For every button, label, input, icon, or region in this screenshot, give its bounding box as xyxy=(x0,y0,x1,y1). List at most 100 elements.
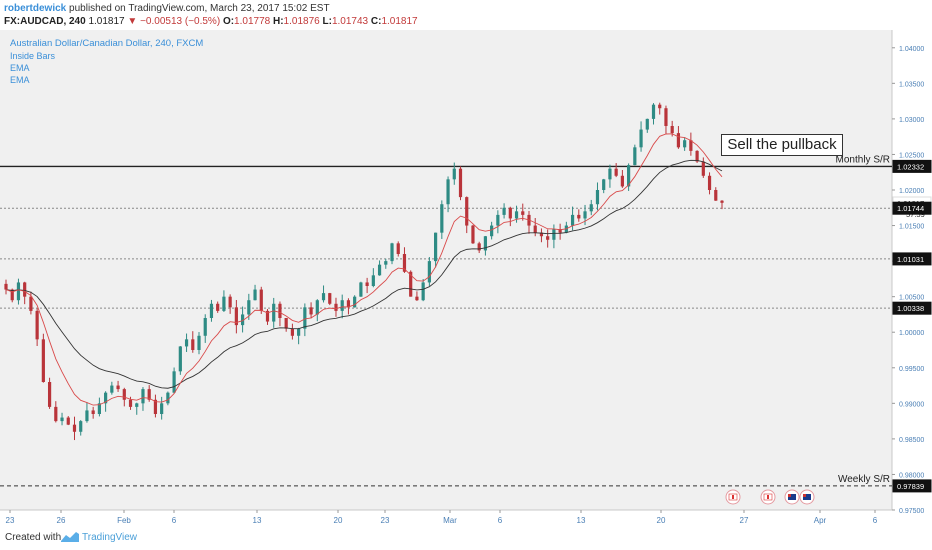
publish-text: published on TradingView.com, March 23, … xyxy=(69,3,330,14)
price-label-weekly: 0.97839 xyxy=(897,482,924,491)
high-label: H: xyxy=(272,16,284,27)
candle-body xyxy=(427,261,431,283)
candle-body xyxy=(620,175,624,187)
y-tick-label: 1.03500 xyxy=(899,81,924,88)
chart-pane xyxy=(0,30,892,510)
candle-body xyxy=(191,339,195,350)
candle-body xyxy=(353,296,357,308)
candle-body xyxy=(446,179,450,205)
legend-title: Australian Dollar/Canadian Dollar, 240, … xyxy=(10,38,204,49)
candle-body xyxy=(552,229,556,240)
candle-body xyxy=(496,214,500,226)
candle-body xyxy=(122,389,126,400)
candle-body xyxy=(639,129,643,148)
x-tick-label: 20 xyxy=(334,516,343,525)
candle-body xyxy=(222,296,226,311)
candle-body xyxy=(458,168,463,198)
candle-body xyxy=(272,303,276,322)
open-value: 1.01778 xyxy=(234,16,271,27)
x-tick-label: 26 xyxy=(57,516,66,525)
price-label-monthly: 1.02332 xyxy=(897,162,924,171)
author-link[interactable]: robertdewick xyxy=(4,3,67,14)
legend-item-ema-slow[interactable]: EMA xyxy=(10,75,30,85)
candle-body xyxy=(683,140,687,148)
x-tick-label: 27 xyxy=(740,516,749,525)
candle-body xyxy=(477,243,481,251)
x-tick-label: 6 xyxy=(498,516,503,525)
change-value: −0.00513 (−0.5%) xyxy=(140,16,221,27)
price-chart[interactable]: 0.97500 0.98000 0.98500 0.99000 0.99500 1.000… xyxy=(0,30,932,528)
candle-body xyxy=(328,293,332,304)
candle-body xyxy=(558,229,562,233)
ema-fast-line xyxy=(5,133,723,406)
candle-body xyxy=(41,339,45,382)
candle-body xyxy=(104,392,108,404)
candle-body xyxy=(415,296,419,301)
candle-body xyxy=(72,424,77,432)
candle-body xyxy=(29,296,33,311)
candle-body xyxy=(309,307,313,315)
x-tick-label: 23 xyxy=(6,516,15,525)
candle-body xyxy=(303,307,307,329)
candle-body xyxy=(714,190,718,201)
event-flag-icon xyxy=(725,489,741,505)
time-axis xyxy=(0,510,892,528)
flag-au-corner xyxy=(788,494,791,497)
candle-body xyxy=(384,261,388,265)
candle-body xyxy=(346,300,351,308)
candle-body xyxy=(23,282,27,297)
candle-body xyxy=(35,310,39,340)
candle-body xyxy=(315,300,319,315)
candle-body xyxy=(66,417,70,425)
low-value: 1.01743 xyxy=(331,16,369,27)
price-label-weekly-bg xyxy=(892,479,932,493)
candle-body xyxy=(247,300,251,315)
candle-body xyxy=(60,417,64,422)
candle-body xyxy=(128,399,133,407)
y-tick-label: 1.04000 xyxy=(899,46,924,53)
candle-body xyxy=(533,225,537,233)
y-tick-label: 0.98000 xyxy=(899,472,924,479)
candle-body xyxy=(664,108,668,126)
candle-body xyxy=(110,385,114,393)
close-value: 1.01817 xyxy=(381,16,418,27)
close-label: C: xyxy=(370,16,382,27)
candle-body xyxy=(4,283,8,290)
tradingview-brand[interactable]: TradingView xyxy=(82,532,138,543)
price-label-level-c: 1.00338 xyxy=(897,304,924,313)
y-tick-label: 1.02000 xyxy=(899,188,924,195)
price-label-monthly-bg xyxy=(892,159,932,173)
candle-body xyxy=(209,303,214,318)
candle-body xyxy=(91,410,95,414)
symbol-label: FX:AUDCAD, 240 xyxy=(4,16,86,27)
legend-item-inside-bars[interactable]: Inside Bars xyxy=(10,51,56,61)
ema-slow-line xyxy=(5,159,723,389)
y-tick-label: 0.97500 xyxy=(899,508,924,515)
created-with-label: Created with xyxy=(5,532,62,543)
candle-body xyxy=(321,293,326,301)
last-price: 1.01817 xyxy=(88,16,125,27)
candle-body xyxy=(265,310,270,322)
candle-body xyxy=(297,328,301,336)
candle-body xyxy=(153,399,158,414)
publish-info: robertdewick published on TradingView.co… xyxy=(4,3,330,14)
candle-body xyxy=(371,275,375,286)
candle-body xyxy=(178,346,182,372)
candle-body xyxy=(97,403,101,414)
price-label-level-a-bg xyxy=(892,201,932,215)
candle-body xyxy=(16,282,21,301)
annotation-text[interactable]: Sell the pullback xyxy=(721,134,843,156)
candle-body xyxy=(284,318,288,329)
candle-body xyxy=(490,225,494,237)
candle-body xyxy=(184,339,189,347)
candle-body xyxy=(396,243,400,254)
candle-body xyxy=(676,133,681,148)
candle-body xyxy=(645,118,649,130)
candle-body xyxy=(539,232,544,237)
candle-body xyxy=(508,207,512,219)
candle-body xyxy=(135,403,139,407)
legend-item-ema-fast[interactable]: EMA xyxy=(10,63,30,73)
candle-body xyxy=(546,236,550,240)
high-value: 1.01876 xyxy=(283,16,320,27)
chart-legend: Australian Dollar/Canadian Dollar, 240, … xyxy=(10,38,203,86)
